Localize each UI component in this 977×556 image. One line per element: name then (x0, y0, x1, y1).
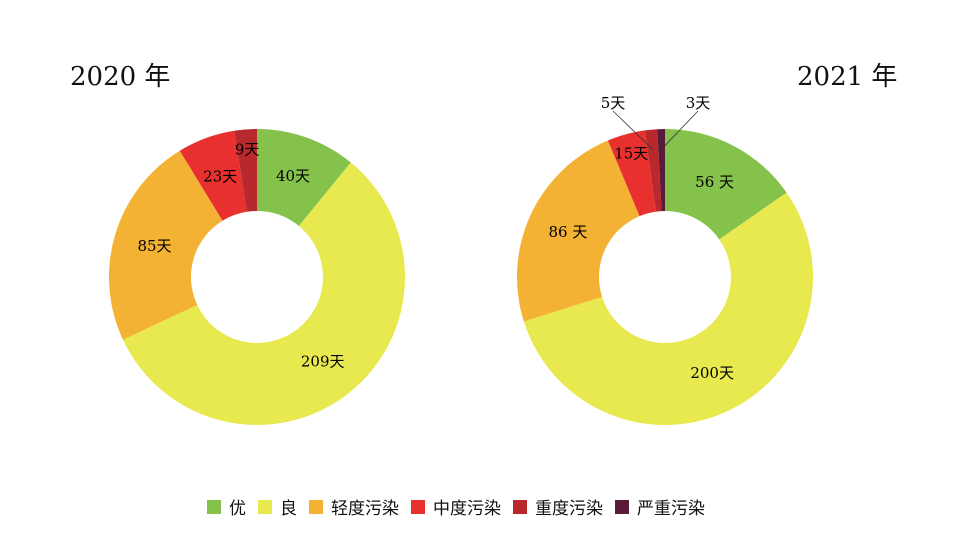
legend-label: 优 (229, 499, 246, 519)
legend-item: 良 (258, 494, 297, 519)
data-label: 9天 (235, 140, 260, 158)
legend-swatch (513, 499, 527, 514)
donut-slice-良 (122, 162, 406, 425)
data-label: 209天 (301, 352, 345, 370)
data-label: 5天 (601, 94, 626, 112)
leader-line (612, 110, 654, 150)
data-label: 40天 (276, 167, 310, 185)
legend-label: 中度污染 (433, 499, 501, 519)
legend-label: 重度污染 (535, 499, 603, 519)
legend-swatch (411, 499, 425, 514)
donut-slice-优 (257, 129, 351, 226)
legend-item: 优 (207, 494, 246, 519)
data-label: 85天 (137, 237, 171, 255)
legend-item: 中度污染 (411, 494, 501, 519)
legend-item: 严重污染 (615, 494, 705, 519)
donut-slice-中度污染 (179, 130, 247, 221)
donut-slice-严重污染 (657, 129, 665, 212)
donut-slice-中度污染 (607, 130, 656, 217)
donut-slice-轻度污染 (517, 140, 640, 322)
donut-slice-轻度污染 (109, 150, 223, 340)
legend-swatch (258, 499, 272, 514)
legend-label: 轻度污染 (331, 499, 399, 519)
chart-title-2020: 2020 年 (70, 62, 171, 92)
legend: 优 良 轻度污染 中度污染 重度污染 严重污染 (207, 494, 705, 519)
data-label: 3天 (686, 94, 711, 112)
legend-label: 严重污染 (637, 499, 705, 519)
legend-swatch (615, 499, 629, 514)
data-label: 56 天 (695, 173, 734, 191)
donut-slice-重度污染 (644, 129, 662, 212)
donut-slice-重度污染 (234, 129, 257, 212)
legend-swatch (309, 499, 323, 514)
data-label: 15天 (614, 145, 648, 163)
legend-label: 良 (280, 499, 297, 519)
leader-line (661, 110, 699, 150)
data-label: 200天 (690, 364, 734, 382)
legend-item: 重度污染 (513, 494, 603, 519)
chart-title-2021: 2021 年 (797, 62, 898, 92)
legend-swatch (207, 499, 221, 514)
donut-slice-优 (665, 129, 787, 240)
donut-slice-良 (523, 192, 813, 425)
data-label: 23天 (203, 168, 237, 186)
legend-item: 轻度污染 (309, 494, 399, 519)
data-label: 86 天 (549, 223, 588, 241)
